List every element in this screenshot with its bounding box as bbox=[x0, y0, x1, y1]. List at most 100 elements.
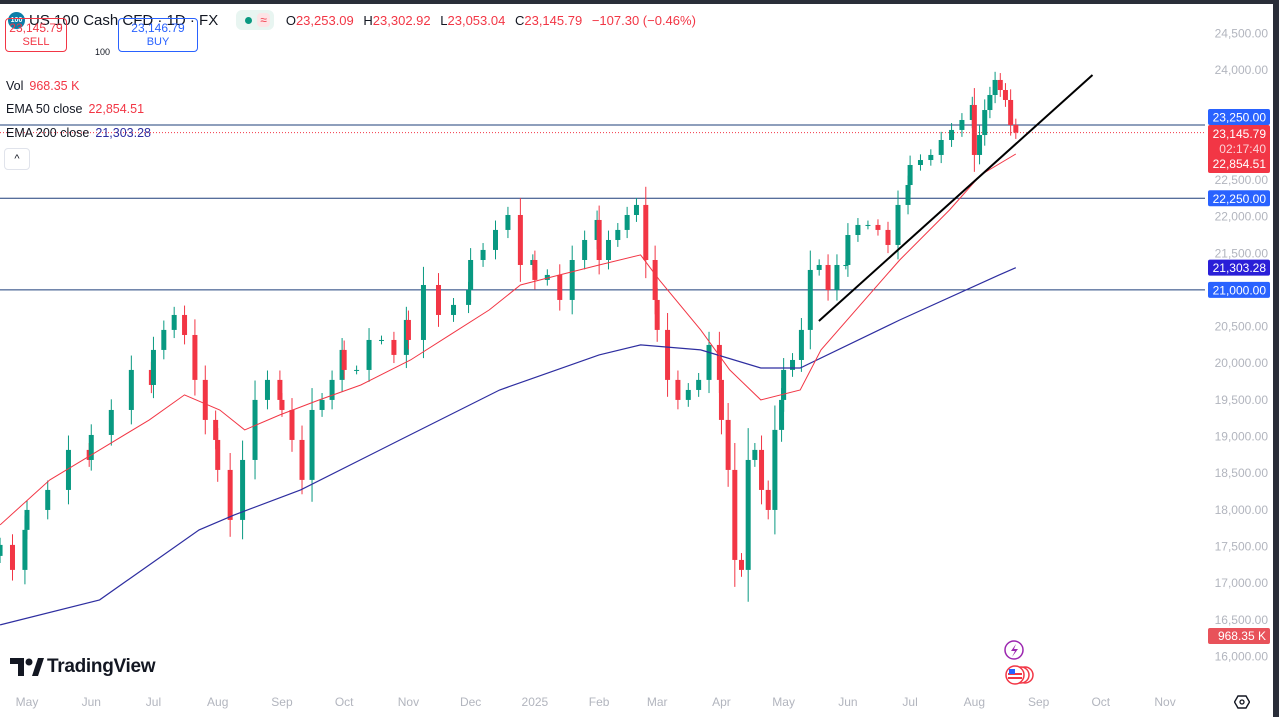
buy-price: 23,146.79 bbox=[131, 21, 185, 35]
price-tick-label: 19,500.00 bbox=[1215, 393, 1269, 407]
candle-body bbox=[633, 204, 639, 215]
candle-body bbox=[240, 459, 246, 520]
candle-body bbox=[192, 334, 198, 380]
candle-body bbox=[971, 104, 977, 155]
hline-23250-badge bbox=[1208, 108, 1270, 125]
legend-volume[interactable]: Vol 968.35 K bbox=[6, 79, 79, 93]
time-tick-label: Sep bbox=[1028, 695, 1050, 709]
candle-body bbox=[466, 289, 472, 305]
candle-body bbox=[738, 559, 744, 570]
candle-body bbox=[517, 214, 523, 265]
high-value: 23,302.92 bbox=[372, 12, 431, 28]
price-tick-label: 18,500.00 bbox=[1215, 466, 1269, 480]
ema200-value: 21,303.28 bbox=[95, 126, 151, 140]
chart-settings-button[interactable] bbox=[1233, 694, 1251, 715]
candle-body bbox=[468, 259, 474, 290]
candle-body bbox=[865, 224, 871, 226]
candle-body bbox=[706, 344, 712, 380]
candle-body bbox=[977, 135, 983, 155]
candle-body bbox=[779, 399, 785, 430]
candle-body bbox=[1008, 99, 1014, 125]
volume-badge bbox=[1208, 628, 1270, 644]
time-axis[interactable]: May Jun Jul Aug Sep Oct Nov Dec 2025 Feb Mar Apr May… bbox=[16, 695, 1176, 709]
symbol-title[interactable]: US 100 Cash CFD · 1D · FX bbox=[29, 11, 219, 29]
time-tick-label: Aug bbox=[964, 695, 985, 709]
legend-ema50[interactable]: EMA 50 close 22,854.51 bbox=[6, 102, 144, 116]
price-tick-label: 19,000.00 bbox=[1215, 430, 1269, 444]
candle-body bbox=[959, 119, 965, 130]
hline-21000-badge-label: 21,000.00 bbox=[1213, 283, 1267, 297]
candle-body bbox=[997, 79, 1003, 91]
candle-body bbox=[807, 269, 813, 330]
candle-body bbox=[378, 339, 384, 341]
candle-body bbox=[161, 329, 167, 350]
time-tick-label: Sep bbox=[271, 695, 293, 709]
buy-label: BUY bbox=[146, 36, 170, 48]
volume-badge-label: 968.35 K bbox=[1218, 629, 1266, 643]
candle-body bbox=[696, 379, 702, 390]
candle-body bbox=[354, 369, 360, 371]
price-tick-label: 16,500.00 bbox=[1215, 613, 1269, 627]
price-tick-label: 18,000.00 bbox=[1215, 503, 1269, 517]
time-tick-label: May bbox=[16, 695, 39, 709]
symbol-logo: 100 bbox=[8, 11, 25, 29]
candle-body bbox=[816, 264, 822, 270]
candle-body bbox=[885, 229, 891, 245]
candles bbox=[0, 71, 1019, 602]
events-lightning-icon[interactable] bbox=[1004, 640, 1024, 660]
price-tick-label: 16,000.00 bbox=[1215, 649, 1269, 663]
quantity[interactable]: 100 bbox=[95, 47, 111, 57]
hline-22250-badge bbox=[1208, 190, 1270, 207]
time-tick-label: Nov bbox=[398, 695, 419, 709]
close-value: 23,145.79 bbox=[524, 12, 583, 28]
change-value: −107.30 (−0.46%) bbox=[591, 12, 696, 28]
last-price-label: 23,145.79 bbox=[1213, 127, 1267, 141]
sell-button[interactable]: 23,145.79 SELL bbox=[5, 18, 67, 52]
brand-name: TradingView bbox=[47, 656, 156, 677]
candle-body bbox=[949, 129, 955, 141]
vol-value: 968.35 K bbox=[29, 79, 80, 93]
candle-body bbox=[1002, 90, 1008, 100]
candle-body bbox=[341, 349, 347, 370]
candle-body bbox=[582, 239, 588, 260]
candle-body bbox=[987, 94, 993, 111]
candle-body bbox=[252, 399, 258, 460]
collapse-legend-button[interactable]: ^ bbox=[4, 148, 30, 170]
candle-body bbox=[405, 319, 411, 340]
price-badges: 23,250.00 22,250.00 21,303.28 21,000.00 23,1… bbox=[1208, 108, 1270, 644]
buy-button[interactable]: 23,146.79 BUY bbox=[118, 18, 198, 52]
candle-body bbox=[532, 259, 538, 280]
us-flag-events-icon[interactable] bbox=[1005, 665, 1034, 685]
candle-body bbox=[765, 489, 771, 510]
candle-body bbox=[108, 409, 114, 435]
open-label: O bbox=[285, 12, 296, 28]
legend-ema200[interactable]: EMA 200 close 21,303.28 bbox=[6, 126, 151, 140]
candle-body bbox=[596, 219, 602, 260]
price-tick-label: 22,500.00 bbox=[1215, 173, 1269, 187]
time-tick-label: Oct bbox=[1091, 695, 1110, 709]
time-tick-label: Aug bbox=[207, 695, 228, 709]
delayed-data-icon: ≈ bbox=[257, 13, 270, 27]
candle-body bbox=[759, 449, 765, 490]
time-tick-label: Feb bbox=[589, 695, 610, 709]
candle-body bbox=[834, 264, 840, 290]
candle-body bbox=[505, 214, 511, 230]
market-status[interactable]: ≈ bbox=[236, 10, 274, 30]
settings-hexagon-icon bbox=[1233, 695, 1251, 709]
candle-body bbox=[845, 234, 851, 265]
time-tick-label: 2025 bbox=[522, 695, 549, 709]
ema200-badge bbox=[1208, 259, 1270, 276]
candle-body bbox=[685, 389, 691, 400]
price-axis[interactable]: 24,500.00 24,000.00 22,500.00 22,000.00 21,5… bbox=[1215, 26, 1269, 663]
candle-body bbox=[22, 529, 28, 570]
candle-body bbox=[1013, 124, 1019, 133]
price-tick-label: 24,000.00 bbox=[1215, 63, 1269, 77]
ema200-badge-label: 21,303.28 bbox=[1213, 261, 1267, 275]
candle-body bbox=[895, 204, 901, 245]
tradingview-logo[interactable]: TradingView bbox=[10, 656, 156, 678]
candle-body bbox=[772, 429, 778, 510]
candle-body bbox=[329, 379, 335, 400]
candle-body bbox=[843, 264, 849, 266]
candle-body bbox=[790, 359, 796, 370]
